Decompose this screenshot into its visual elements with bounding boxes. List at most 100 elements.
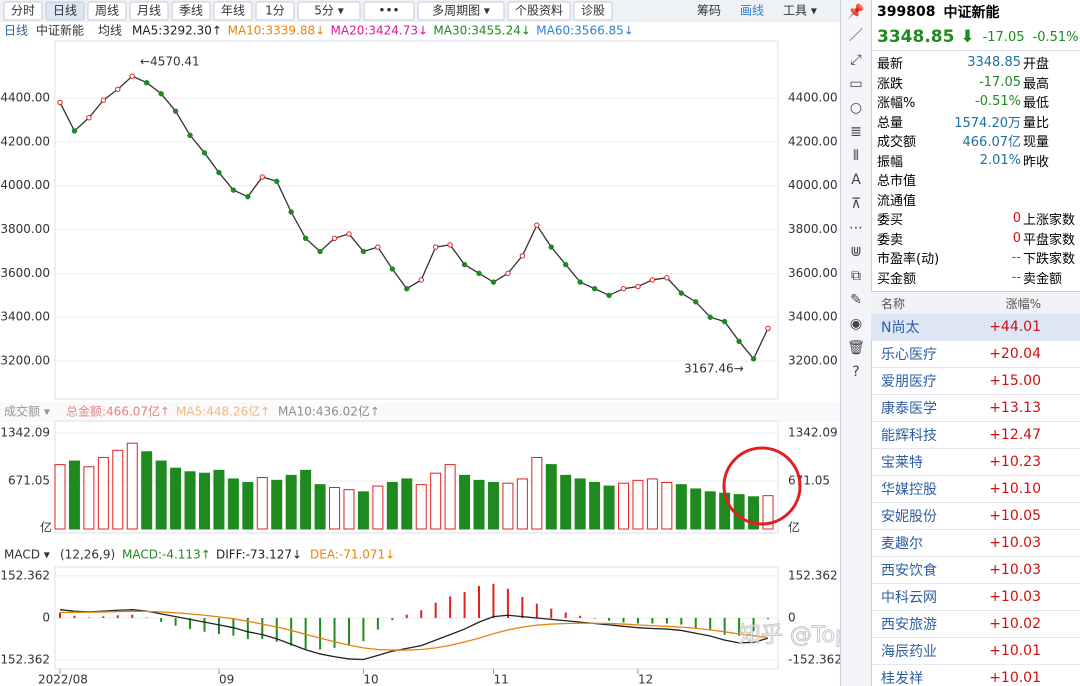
stock-pct[interactable]: +10.02 bbox=[989, 616, 1041, 632]
stock-name[interactable]: 能辉科技 bbox=[881, 428, 937, 444]
tab-label[interactable]: 5分 ▾ bbox=[314, 4, 343, 18]
stock-pct[interactable]: +12.47 bbox=[989, 427, 1041, 443]
tab[interactable] bbox=[3, 1, 43, 21]
stock-pct[interactable]: +10.01 bbox=[989, 643, 1041, 659]
list-row[interactable]: 西安旅游 +10.02 bbox=[871, 611, 1080, 638]
stock-pct[interactable]: +10.03 bbox=[989, 535, 1041, 551]
list-row[interactable]: 宝莱特 +10.23 bbox=[871, 449, 1080, 476]
stock-pct[interactable]: +20.04 bbox=[989, 346, 1041, 362]
tab-label[interactable]: 月线 bbox=[137, 4, 161, 18]
list-row[interactable]: 爱朋医疗 +15.00 bbox=[871, 368, 1080, 395]
stock-name[interactable]: 桂发祥 bbox=[881, 671, 923, 686]
value: -- bbox=[1011, 269, 1021, 285]
volume-bar bbox=[574, 478, 586, 530]
tab[interactable] bbox=[417, 1, 505, 21]
list-row[interactable]: 中科云网 +10.03 bbox=[871, 584, 1080, 611]
list-row[interactable]: N尚太 +44.01 bbox=[871, 314, 1080, 341]
stock-name[interactable]: 海辰药业 bbox=[881, 644, 937, 660]
tab[interactable] bbox=[45, 1, 85, 21]
tool[interactable]: ⤢ bbox=[850, 52, 862, 68]
volume-bar bbox=[372, 485, 384, 530]
toolbar-right[interactable]: 工具 ▾ bbox=[783, 4, 817, 18]
list-row[interactable]: 安妮股份 +10.05 bbox=[871, 503, 1080, 530]
tool[interactable]: ⧉ bbox=[851, 268, 861, 284]
tab[interactable] bbox=[255, 1, 295, 21]
tool[interactable]: ⋓ bbox=[850, 244, 862, 260]
price-point bbox=[158, 90, 164, 97]
stock-name[interactable]: 西安旅游 bbox=[881, 617, 937, 633]
tab-label[interactable]: 诊股 bbox=[581, 4, 605, 18]
stock-name[interactable]: 华媒控股 bbox=[881, 482, 937, 498]
tool[interactable]: ⋯ bbox=[849, 220, 863, 236]
tab[interactable] bbox=[87, 1, 127, 21]
stock-pct[interactable]: +10.01 bbox=[989, 670, 1041, 686]
quote-panel: 399808 中证新能 3348.85 ⬇ -17.05 -0.51% 最新 3348.85… bbox=[871, 0, 1080, 686]
tool[interactable]: A bbox=[851, 172, 861, 188]
tab-label[interactable]: 周线 bbox=[95, 4, 119, 18]
tab-label[interactable]: 1分 bbox=[265, 4, 285, 18]
stock-name[interactable]: 中科云网 bbox=[881, 590, 937, 606]
tab-label[interactable]: 年线 bbox=[221, 4, 245, 18]
list-row[interactable]: 西安饮食 +10.03 bbox=[871, 557, 1080, 584]
ma-label: MA20:3424.73↓ bbox=[331, 24, 429, 38]
pin[interactable]: 📌 bbox=[847, 4, 865, 20]
stock-pct[interactable]: +15.00 bbox=[989, 373, 1041, 389]
stock-name[interactable]: N尚太 bbox=[881, 320, 920, 336]
volume-bar bbox=[285, 474, 297, 530]
tab[interactable] bbox=[507, 1, 571, 21]
tool[interactable]: ⊼ bbox=[850, 196, 862, 212]
tool[interactable]: ◉ bbox=[849, 316, 863, 332]
tab[interactable] bbox=[297, 1, 361, 21]
list-row[interactable]: 桂发祥 +10.01 bbox=[871, 665, 1080, 686]
tab-label[interactable]: ••• bbox=[378, 4, 399, 18]
stock-pct[interactable]: +10.05 bbox=[989, 508, 1041, 524]
toolbar-right[interactable]: 画线 bbox=[740, 4, 764, 18]
stock-pct[interactable]: +10.10 bbox=[989, 481, 1041, 497]
stock-name[interactable]: 安妮股份 bbox=[881, 509, 937, 525]
toolbar-right[interactable]: 筹码 bbox=[697, 4, 721, 18]
stock-pct[interactable]: +10.03 bbox=[989, 589, 1041, 605]
stock-name[interactable]: 康泰医学 bbox=[881, 401, 937, 417]
y-tick-label: 4400.00 bbox=[788, 91, 838, 105]
tool[interactable]: ⦀ bbox=[852, 148, 860, 164]
list-row[interactable]: 乐心医疗 +20.04 bbox=[871, 341, 1080, 368]
tool[interactable]: ○ bbox=[849, 100, 863, 116]
list-row[interactable]: 康泰医学 +13.13 bbox=[871, 395, 1080, 422]
tool[interactable]: ✎ bbox=[850, 292, 862, 308]
tab[interactable] bbox=[363, 1, 415, 21]
stock-pct[interactable]: +10.03 bbox=[989, 562, 1041, 578]
list-row[interactable]: 华媒控股 +10.10 bbox=[871, 476, 1080, 503]
list-row[interactable]: 麦趣尔 +10.03 bbox=[871, 530, 1080, 557]
tab-label[interactable]: 季线 bbox=[179, 4, 203, 18]
tab-label[interactable]: 多周期图 ▾ bbox=[432, 4, 490, 18]
tab-label[interactable]: 分时 bbox=[11, 4, 35, 18]
price-point bbox=[577, 279, 583, 285]
tab[interactable] bbox=[129, 1, 169, 21]
stock-pct[interactable]: +13.13 bbox=[989, 400, 1041, 416]
list-row[interactable]: 能辉科技 +12.47 bbox=[871, 422, 1080, 449]
tool[interactable]: ▭ bbox=[849, 76, 863, 92]
tab-label[interactable]: 个股资料 bbox=[515, 4, 563, 18]
stock-name[interactable]: 西安饮食 bbox=[881, 563, 937, 579]
tool[interactable]: ≣ bbox=[850, 124, 862, 140]
tab[interactable] bbox=[213, 1, 253, 21]
stock-name[interactable]: 宝莱特 bbox=[881, 455, 923, 471]
tab[interactable] bbox=[573, 1, 613, 21]
tab[interactable] bbox=[171, 1, 211, 21]
list-row[interactable]: 海辰药业 +10.01 bbox=[871, 638, 1080, 665]
tool[interactable]: ? bbox=[852, 364, 860, 380]
line bbox=[59, 610, 769, 651]
stock-pct[interactable]: +44.01 bbox=[989, 319, 1041, 335]
tab-label[interactable]: 日线 bbox=[53, 4, 77, 18]
volume-bar bbox=[603, 485, 615, 530]
label: 委买 bbox=[877, 213, 904, 229]
tool[interactable]: 🗑 bbox=[847, 340, 865, 356]
stock-name[interactable]: 乐心医疗 bbox=[881, 347, 937, 363]
stock-name[interactable]: 爱朋医疗 bbox=[881, 374, 937, 390]
stock-name[interactable]: 麦趣尔 bbox=[881, 536, 923, 552]
value: 1574.20万 bbox=[954, 115, 1021, 131]
price-point bbox=[693, 299, 699, 305]
tool[interactable]: ／ bbox=[849, 28, 863, 44]
stock-pct[interactable]: +10.23 bbox=[989, 454, 1041, 470]
